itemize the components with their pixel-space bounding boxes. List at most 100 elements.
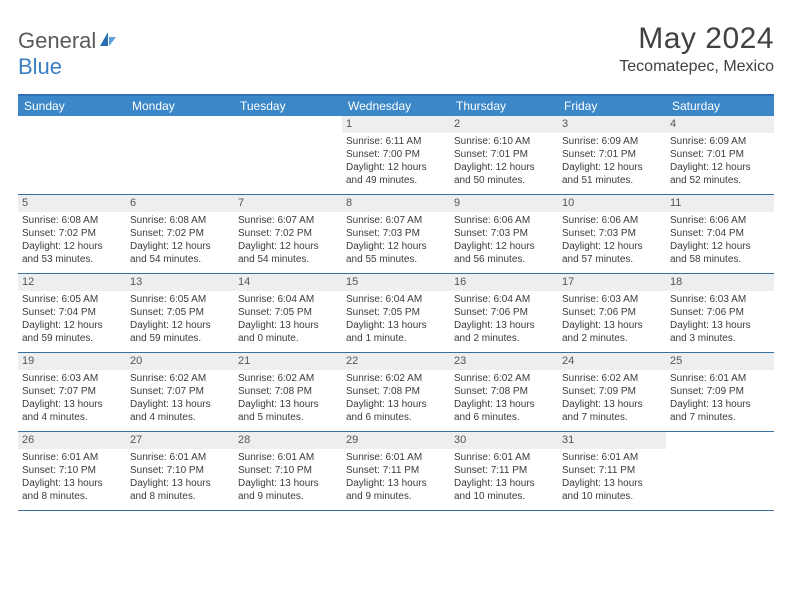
dow-friday: Friday: [558, 96, 666, 116]
sunset-text: Sunset: 7:01 PM: [454, 148, 554, 161]
day-number: 21: [234, 353, 342, 370]
day-number: 26: [18, 432, 126, 449]
sunrise-text: Sunrise: 6:01 AM: [22, 451, 122, 464]
sunrise-text: Sunrise: 6:09 AM: [670, 135, 770, 148]
day-cell: 31Sunrise: 6:01 AMSunset: 7:11 PMDayligh…: [558, 432, 666, 510]
daylight-text: Daylight: 13 hours and 8 minutes.: [130, 477, 230, 503]
sunrise-text: Sunrise: 6:06 AM: [562, 214, 662, 227]
sunrise-text: Sunrise: 6:02 AM: [454, 372, 554, 385]
day-cell: 5Sunrise: 6:08 AMSunset: 7:02 PMDaylight…: [18, 195, 126, 273]
day-number: 29: [342, 432, 450, 449]
daylight-text: Daylight: 13 hours and 7 minutes.: [562, 398, 662, 424]
daylight-text: Daylight: 13 hours and 10 minutes.: [562, 477, 662, 503]
day-cell: 7 Sunrise: 6:07 AMSunset: 7:02 PMDaylight…: [234, 195, 342, 273]
week-row: 19 Sunrise: 6:03 AM Sunset: 7:07 PM Dayligh…: [18, 353, 774, 432]
day-number: 23: [450, 353, 558, 370]
day-number: 24: [558, 353, 666, 370]
sunrise-text: Sunrise: 6:03 AM: [670, 293, 770, 306]
day-cell: 23Sunrise: 6:02 AMSunset: 7:08 PMDayligh…: [450, 353, 558, 431]
day-body: Sunrise: 6:07 AMSunset: 7:03 PMDaylight:…: [342, 214, 450, 266]
day-cell: 2Sunrise: 6:10 AMSunset: 7:01 PMDaylight…: [450, 116, 558, 194]
day-cell: 27Sunrise: 6:01 AMSunset: 7:10 PMDayligh…: [126, 432, 234, 510]
day-number: 10: [558, 195, 666, 212]
sunrise-text: Sunrise: 6:01 AM: [130, 451, 230, 464]
sunset-text: Sunset: 7:04 PM: [670, 227, 770, 240]
sunrise-text: Sunrise: 6:03 AM: [22, 372, 122, 385]
day-body: Sunrise: 6:10 AMSunset: 7:01 PMDaylight:…: [450, 135, 558, 187]
sunrise-text: Sunrise: 6:07 AM: [238, 214, 338, 227]
day-number: 16: [450, 274, 558, 291]
sunset-text: Sunset: 7:05 PM: [238, 306, 338, 319]
day-body: Sunrise: 6:06 AMSunset: 7:04 PMDaylight:…: [666, 214, 774, 266]
day-body: Sunrise: 6:01 AMSunset: 7:11 PMDaylight:…: [342, 451, 450, 503]
day-number: 6: [126, 195, 234, 212]
sunrise-text: Sunrise: 6:03 AM: [562, 293, 662, 306]
day-cell: 15Sunrise: 6:04 AMSunset: 7:05 PMDayligh…: [342, 274, 450, 352]
sunset-text: Sunset: 7:07 PM: [130, 385, 230, 398]
logo-text: General Blue: [18, 28, 118, 80]
sail-icon: [98, 28, 118, 54]
sunrise-text: Sunrise: 6:04 AM: [238, 293, 338, 306]
day-number: 28: [234, 432, 342, 449]
sunset-text: Sunset: 7:08 PM: [238, 385, 338, 398]
day-body: Sunrise: 6:06 AMSunset: 7:03 PMDaylight:…: [558, 214, 666, 266]
week-row: 1 Sunrise: 6:11 AMSunset: 7:00 PMDaylight…: [18, 116, 774, 195]
sunset-text: Sunset: 7:03 PM: [562, 227, 662, 240]
day-body: Sunrise: 6:09 AMSunset: 7:01 PMDaylight:…: [666, 135, 774, 187]
day-number: 1: [342, 116, 450, 133]
day-body: Sunrise: 6:02 AMSunset: 7:09 PMDaylight:…: [558, 372, 666, 424]
day-body: Sunrise: 6:07 AMSunset: 7:02 PMDaylight:…: [234, 214, 342, 266]
day-body: Sunrise: 6:04 AMSunset: 7:05 PMDaylight:…: [234, 293, 342, 345]
day-body: Sunrise: 6:08 AMSunset: 7:02 PMDaylight:…: [126, 214, 234, 266]
day-body: Sunrise: 6:11 AMSunset: 7:00 PMDaylight:…: [342, 135, 450, 187]
day-body: Sunrise: 6:01 AMSunset: 7:10 PMDaylight:…: [234, 451, 342, 503]
sunrise-text: Sunrise: 6:11 AM: [346, 135, 446, 148]
location: Tecomatepec, Mexico: [619, 58, 774, 76]
daylight-text: Daylight: 12 hours and 59 minutes.: [130, 319, 230, 345]
logo-word2: Blue: [18, 54, 62, 79]
daylight-text: Daylight: 12 hours and 53 minutes.: [22, 240, 122, 266]
daylight-text: Daylight: 12 hours and 58 minutes.: [670, 240, 770, 266]
day-number: 20: [126, 353, 234, 370]
sunrise-text: Sunrise: 6:09 AM: [562, 135, 662, 148]
day-number: 17: [558, 274, 666, 291]
title-block: May 2024 Tecomatepec, Mexico: [619, 22, 774, 76]
dow-sunday: Sunday: [18, 96, 126, 116]
day-body: Sunrise: 6:02 AMSunset: 7:07 PMDaylight:…: [126, 372, 234, 424]
sunset-text: Sunset: 7:11 PM: [346, 464, 446, 477]
sunset-text: Sunset: 7:06 PM: [562, 306, 662, 319]
logo: General Blue: [18, 28, 118, 80]
day-body: Sunrise: 6:02 AMSunset: 7:08 PMDaylight:…: [234, 372, 342, 424]
sunrise-text: Sunrise: 6:02 AM: [238, 372, 338, 385]
day-cell: [18, 116, 126, 194]
daylight-text: Daylight: 12 hours and 51 minutes.: [562, 161, 662, 187]
day-number: 25: [666, 353, 774, 370]
day-body: Sunrise: 6:02 AMSunset: 7:08 PMDaylight:…: [342, 372, 450, 424]
day-number: 19: [18, 353, 126, 370]
daylight-text: Daylight: 12 hours and 54 minutes.: [130, 240, 230, 266]
sunrise-text: Sunrise: 6:01 AM: [454, 451, 554, 464]
day-number: 14: [234, 274, 342, 291]
day-cell: 1 Sunrise: 6:11 AMSunset: 7:00 PMDaylight…: [342, 116, 450, 194]
daylight-text: Daylight: 13 hours and 4 minutes.: [22, 398, 122, 424]
day-body: Sunrise: 6:05 AMSunset: 7:04 PMDaylight:…: [18, 293, 126, 345]
day-number: 12: [18, 274, 126, 291]
sunset-text: Sunset: 7:01 PM: [562, 148, 662, 161]
sunrise-text: Sunrise: 6:05 AM: [130, 293, 230, 306]
day-body: Sunrise: 6:06 AMSunset: 7:03 PMDaylight:…: [450, 214, 558, 266]
daylight-text: Daylight: 12 hours and 55 minutes.: [346, 240, 446, 266]
day-number: 7: [234, 195, 342, 212]
daylight-text: Daylight: 13 hours and 5 minutes.: [238, 398, 338, 424]
sunset-text: Sunset: 7:01 PM: [670, 148, 770, 161]
sunset-text: Sunset: 7:11 PM: [454, 464, 554, 477]
sunset-text: Sunset: 7:05 PM: [346, 306, 446, 319]
day-cell: 26Sunrise: 6:01 AMSunset: 7:10 PMDayligh…: [18, 432, 126, 510]
sunrise-text: Sunrise: 6:04 AM: [346, 293, 446, 306]
daylight-text: Daylight: 13 hours and 2 minutes.: [454, 319, 554, 345]
sunset-text: Sunset: 7:05 PM: [130, 306, 230, 319]
day-body: Sunrise: 6:08 AMSunset: 7:02 PMDaylight:…: [18, 214, 126, 266]
day-cell: 17Sunrise: 6:03 AMSunset: 7:06 PMDayligh…: [558, 274, 666, 352]
month-title: May 2024: [619, 22, 774, 56]
sunset-text: Sunset: 7:02 PM: [238, 227, 338, 240]
day-cell: 14 Sunrise: 6:04 AMSunset: 7:05 PMDayligh…: [234, 274, 342, 352]
